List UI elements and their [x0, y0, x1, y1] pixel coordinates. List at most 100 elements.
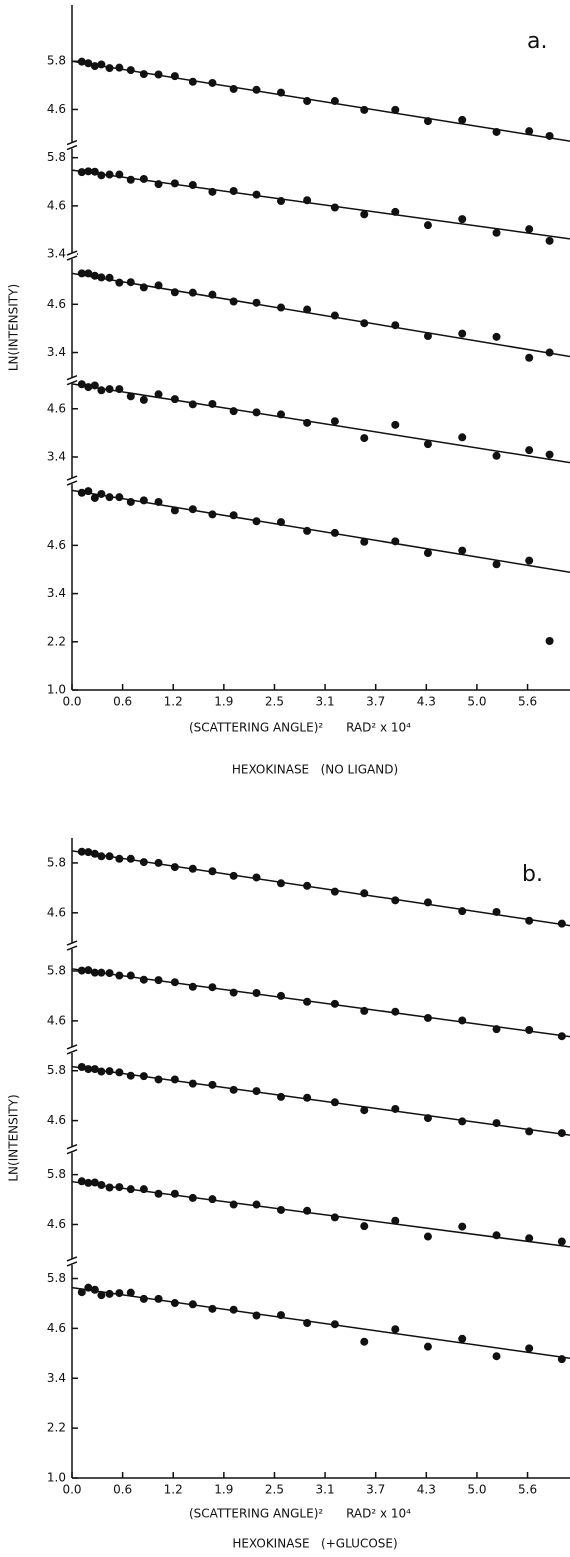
y-tick-label: 5.8 [47, 1063, 66, 1077]
data-point [252, 1311, 261, 1320]
data-point [170, 1189, 179, 1198]
x-tick-label: 3.7 [366, 1483, 385, 1497]
data-point [303, 1093, 312, 1102]
data-point [90, 493, 99, 502]
data-point [105, 969, 114, 978]
data-point [154, 976, 163, 985]
data-point [458, 433, 467, 442]
x-tick-label: 1.9 [214, 1483, 233, 1497]
data-point [391, 1007, 400, 1016]
chart-title: HEXOKINASE (+GLUCOSE) [232, 1537, 397, 1551]
data-point [330, 528, 339, 537]
data-point [360, 889, 369, 898]
data-point [458, 1334, 467, 1343]
y-tick-label: 4.6 [47, 1217, 66, 1231]
axis-break [66, 255, 78, 261]
data-point [276, 1311, 285, 1320]
data-point [115, 1068, 124, 1077]
data-point [77, 168, 86, 177]
axis-break-gap [67, 142, 77, 149]
y-axis-label: LN(INTENSITY) [7, 1094, 21, 1181]
y-tick-label: 4.6 [47, 905, 66, 919]
data-point [188, 1193, 197, 1202]
y-tick-label: 5.8 [47, 1271, 66, 1285]
data-point [115, 1183, 124, 1192]
x-axis-label: (SCATTERING ANGLE)² RAD² x 10⁴ [189, 721, 411, 735]
data-point [303, 196, 312, 205]
data-point [115, 971, 124, 980]
data-point [90, 62, 99, 71]
data-point [545, 131, 554, 140]
data-point [188, 982, 197, 991]
data-point [276, 303, 285, 312]
data-point [423, 1342, 432, 1351]
data-point [105, 1289, 114, 1298]
data-point [208, 1080, 217, 1089]
data-point [423, 549, 432, 557]
data-point [90, 849, 99, 858]
x-tick-label: 1.9 [214, 695, 233, 709]
x-tick-label: 5.6 [518, 1483, 537, 1497]
data-point [330, 1098, 339, 1107]
data-point [545, 348, 554, 357]
data-point [77, 380, 86, 389]
axis-break [66, 250, 78, 256]
axis-break [66, 940, 78, 946]
data-point [84, 167, 93, 176]
data-point [391, 105, 400, 114]
data-point [115, 63, 124, 72]
x-tick-label: 0.6 [113, 1483, 132, 1497]
data-point [525, 446, 534, 455]
data-point [492, 1119, 501, 1128]
data-point [105, 852, 114, 861]
data-point [303, 881, 312, 890]
data-point [330, 203, 339, 212]
x-tick-label: 1.2 [164, 695, 183, 709]
data-point [303, 526, 312, 535]
data-point [360, 105, 369, 114]
axis-break [66, 379, 78, 386]
data-point [84, 966, 93, 975]
data-point [423, 898, 432, 907]
data-point [208, 510, 217, 519]
data-point [126, 971, 135, 980]
y-tick-label: 4.6 [47, 297, 66, 311]
data-point [126, 1288, 135, 1297]
y-tick-label: 4.6 [47, 1013, 66, 1027]
data-point [276, 197, 285, 206]
data-point [545, 236, 554, 245]
data-point [105, 1183, 114, 1192]
axis-break-gap [67, 253, 77, 260]
data-point [557, 1355, 566, 1364]
data-point [154, 1075, 163, 1084]
data-point [170, 863, 179, 872]
x-tick-label: 0.0 [62, 695, 81, 709]
data-point [170, 1299, 179, 1308]
data-point [139, 975, 148, 984]
data-point [252, 517, 261, 526]
data-point [458, 215, 467, 224]
data-point [208, 1195, 217, 1204]
data-point [90, 1285, 99, 1294]
data-point [252, 1087, 261, 1096]
data-point [77, 269, 86, 278]
data-point [545, 450, 554, 459]
data-point [188, 77, 197, 86]
data-point [84, 1283, 93, 1292]
data-point [208, 399, 217, 408]
axis-break-gap [67, 1046, 77, 1053]
data-point [423, 117, 432, 126]
data-point [391, 1104, 400, 1113]
data-point [170, 179, 179, 188]
data-point [330, 417, 339, 426]
axis-break-gap [67, 1146, 77, 1153]
axis-break-gap [67, 478, 77, 485]
data-point [391, 537, 400, 546]
data-point [170, 395, 179, 404]
data-point [360, 1106, 369, 1115]
data-point [391, 420, 400, 429]
data-point [208, 983, 217, 992]
data-point [492, 127, 501, 136]
y-tick-label: 1.0 [47, 1471, 66, 1485]
x-tick-label: 4.3 [417, 1483, 436, 1497]
